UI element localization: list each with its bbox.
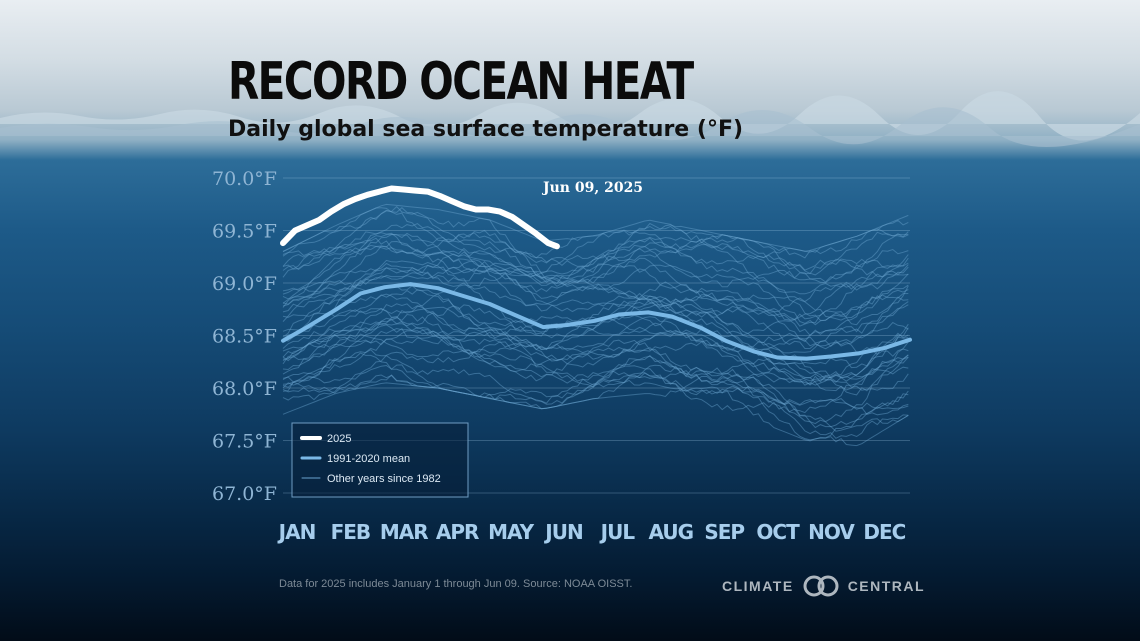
other-year-line: [282, 378, 909, 447]
y-tick-label: 69.5°F: [212, 221, 277, 243]
other-year-line: [282, 354, 909, 432]
other-year-line: [282, 349, 909, 410]
other-year-line: [282, 317, 909, 414]
legend-label-2025: 2025: [327, 433, 351, 445]
y-tick-label: 68.5°F: [212, 326, 277, 348]
x-tick-label: AUG: [649, 520, 694, 544]
chart-subtitle: Daily global sea surface temperature (°F…: [228, 117, 744, 142]
legend: 2025 1991-2020 mean Other years since 19…: [291, 422, 469, 498]
y-axis: 67.0°F 67.5°F 68.0°F 68.5°F 69.0°F 69.5°F 70.0…: [212, 168, 277, 505]
source-footnote: Data for 2025 includes January 1 through…: [279, 578, 633, 590]
climate-central-logo: CLIMATE CENTRAL: [722, 574, 925, 598]
other-year-line: [282, 301, 909, 379]
logo-word-right: CENTRAL: [847, 578, 926, 594]
other-year-line: [282, 207, 909, 268]
chart-title: RECORD OCEAN HEAT: [228, 52, 694, 112]
other-year-line: [282, 339, 909, 441]
y-tick-label: 68.0°F: [212, 378, 277, 400]
wave-band: [0, 91, 1140, 148]
x-tick-label: DEC: [863, 520, 905, 544]
other-year-line: [282, 355, 909, 428]
other-year-line: [282, 248, 909, 326]
other-year-line: [282, 223, 909, 291]
other-year-line: [282, 372, 909, 439]
other-year-line: [282, 331, 909, 396]
x-tick-label: APR: [436, 520, 479, 544]
other-year-line: [282, 244, 909, 313]
other-year-line: [282, 260, 909, 354]
other-year-line: [282, 207, 909, 280]
x-tick-label: JAN: [277, 520, 316, 544]
other-year-line: [282, 333, 909, 391]
x-tick-label: NOV: [808, 520, 855, 544]
other-year-line: [282, 314, 909, 386]
other-year-line: [282, 295, 909, 357]
other-year-line: [282, 284, 909, 369]
x-tick-label: FEB: [331, 520, 371, 544]
x-tick-label: JUN: [543, 520, 582, 544]
other-year-line: [282, 236, 909, 321]
other-year-line: [282, 303, 909, 386]
other-years-series: [282, 203, 909, 447]
mean-series-line: [281, 282, 912, 361]
logo-word-left: CLIMATE: [722, 578, 794, 594]
other-year-line: [282, 231, 909, 286]
x-tick-label: MAY: [488, 520, 534, 544]
y-tick-label: 69.0°F: [212, 273, 277, 295]
other-year-line: [282, 224, 909, 278]
legend-label-mean: 1991-2020 mean: [327, 453, 410, 465]
other-year-line: [282, 289, 909, 358]
y-tick-label: 70.0°F: [212, 168, 277, 190]
legend-box: [291, 422, 469, 498]
other-year-line: [282, 328, 909, 423]
x-tick-label: SEP: [704, 520, 744, 544]
logo-rings-icon: [803, 575, 839, 597]
other-year-line: [282, 240, 909, 327]
x-tick-label: OCT: [756, 520, 800, 544]
other-year-line: [282, 304, 909, 384]
x-tick-label: JUL: [599, 520, 636, 544]
other-year-line: [282, 229, 909, 321]
other-year-line: [282, 232, 909, 286]
other-year-line: [282, 203, 909, 264]
other-year-line: [282, 352, 909, 416]
other-year-line: [282, 205, 909, 275]
x-axis: JAN FEB MAR APR MAY JUN JUL AUG SEP OCT NOV DEC: [277, 520, 907, 544]
other-year-line: [282, 293, 909, 350]
legend-label-other: Other years since 1982: [327, 473, 441, 485]
other-year-line: [282, 255, 909, 347]
series-2025-line: [280, 185, 560, 250]
y-tick-label: 67.0°F: [212, 483, 277, 505]
date-annotation: Jun 09, 2025: [541, 180, 643, 196]
x-tick-label: MAR: [380, 520, 428, 544]
other-year-line: [282, 313, 909, 388]
other-year-line: [282, 230, 909, 295]
other-year-line: [282, 316, 909, 392]
other-year-line: [282, 264, 909, 336]
y-tick-label: 67.5°F: [212, 431, 277, 453]
other-year-line: [282, 257, 909, 337]
